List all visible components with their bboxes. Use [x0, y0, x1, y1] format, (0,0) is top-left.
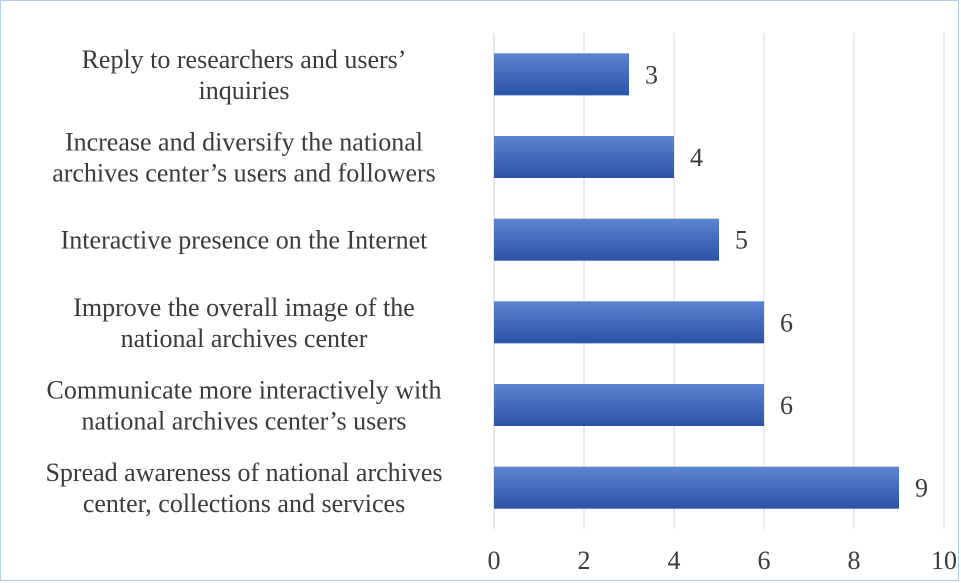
bars [494, 53, 899, 509]
x-axis-tick-labels: 0 2 4 6 8 10 [488, 546, 958, 575]
category-label-line: Improve the overall image of the [73, 293, 414, 322]
category-labels: Reply to researchers and users’ inquiries… [45, 45, 442, 518]
category-label-line: Communicate more interactively with [47, 376, 442, 405]
bar-0 [494, 53, 629, 96]
x-tick-label: 2 [578, 546, 591, 575]
category-label-line: national archives center’s users [81, 407, 406, 436]
category-label-line: inquiries [199, 76, 290, 105]
data-label-0: 3 [645, 60, 658, 89]
category-label-4: Communicate more interactively with natio… [47, 376, 442, 436]
category-label-line: Reply to researchers and users’ [82, 45, 407, 74]
grid-lines [493, 33, 945, 529]
x-tick-label: 4 [668, 546, 681, 575]
bar-1 [494, 136, 674, 178]
category-label-line: Interactive presence on the Internet [61, 226, 428, 255]
category-label-5: Spread awareness of national archives cen… [45, 458, 442, 518]
data-label-4: 6 [780, 391, 793, 420]
category-label-2: Interactive presence on the Internet [61, 226, 428, 255]
data-labels: 3 4 5 6 6 9 [645, 60, 928, 502]
category-label-0: Reply to researchers and users’ inquiries [82, 45, 407, 105]
data-label-5: 9 [915, 474, 928, 503]
category-label-line: Spread awareness of national archives [45, 458, 442, 487]
x-tick-label: 8 [848, 546, 861, 575]
x-tick-label: 6 [758, 546, 771, 575]
bar-5 [494, 466, 899, 509]
bar-2 [494, 218, 719, 261]
x-tick-label: 10 [931, 546, 957, 575]
category-label-3: Improve the overall image of the national… [73, 293, 414, 353]
category-label-line: Increase and diversify the national [65, 128, 423, 157]
category-label-line: national archives center [121, 324, 368, 353]
category-label-line: archives center’s users and followers [52, 159, 436, 188]
category-label-1: Increase and diversify the national archi… [52, 128, 436, 188]
bar-3 [494, 301, 764, 344]
data-label-3: 6 [780, 308, 793, 337]
category-label-line: center, collections and services [83, 489, 405, 518]
x-tick-label: 0 [488, 546, 501, 575]
data-label-2: 5 [735, 226, 748, 255]
bar-4 [494, 384, 764, 426]
data-label-1: 4 [690, 143, 703, 172]
